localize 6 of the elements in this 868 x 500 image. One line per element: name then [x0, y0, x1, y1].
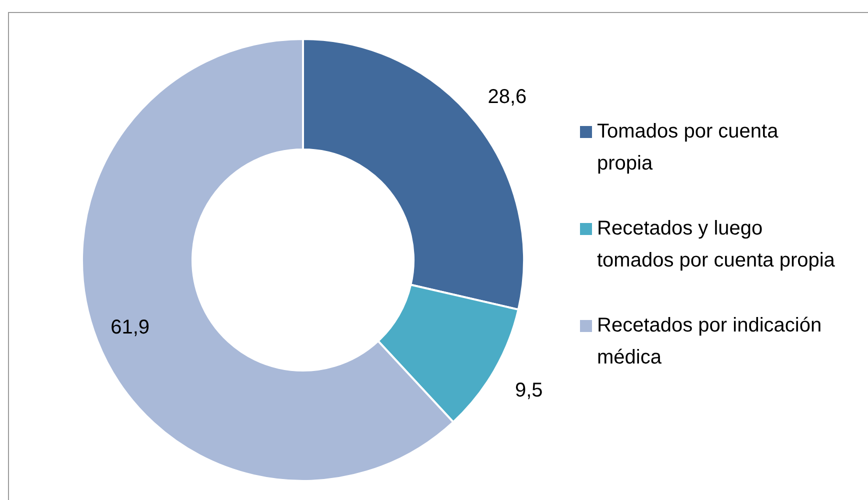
data-label: 28,6: [488, 86, 527, 108]
legend-label: Recetados y luego tomados por cuenta propia: [597, 218, 836, 272]
data-label: 9,5: [514, 379, 543, 402]
data-label: 61,9: [110, 316, 150, 338]
legend-label: Recetados por indicación médica: [597, 314, 822, 369]
legend-label: Tomados por cuenta propia: [597, 120, 780, 175]
